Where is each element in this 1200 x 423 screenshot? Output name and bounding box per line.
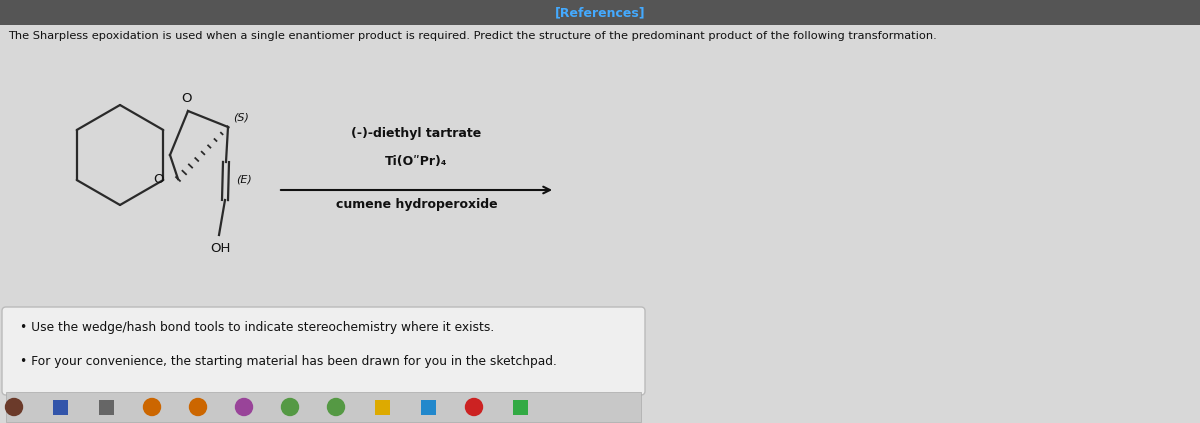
Circle shape [235, 398, 252, 415]
Text: (E): (E) [236, 174, 252, 184]
Text: • For your convenience, the starting material has been drawn for you in the sket: • For your convenience, the starting mat… [20, 355, 557, 368]
Text: [References]: [References] [554, 6, 646, 19]
Text: (S): (S) [233, 112, 248, 122]
Text: The Sharpless epoxidation is used when a single enantiomer product is required. : The Sharpless epoxidation is used when a… [8, 31, 937, 41]
Circle shape [190, 398, 206, 415]
Circle shape [282, 398, 299, 415]
Bar [6, 392, 641, 422]
Bar [420, 399, 436, 415]
Circle shape [466, 398, 482, 415]
Bar [512, 399, 528, 415]
Text: O: O [181, 92, 192, 105]
Text: OH: OH [210, 242, 230, 255]
Circle shape [144, 398, 161, 415]
Bar [53, 399, 67, 415]
Text: cumene hydroperoxide: cumene hydroperoxide [336, 198, 497, 211]
Bar [98, 399, 114, 415]
Text: • Use the wedge/hash bond tools to indicate stereochemistry where it exists.: • Use the wedge/hash bond tools to indic… [20, 321, 494, 334]
Text: O: O [154, 173, 164, 186]
Text: Ti(OʺPr)₄: Ti(OʺPr)₄ [385, 155, 448, 168]
Circle shape [328, 398, 344, 415]
FancyBboxPatch shape [2, 307, 646, 395]
Bar [374, 399, 390, 415]
Bar [0, 0, 1200, 25]
Circle shape [6, 398, 23, 415]
Text: (-)-diethyl tartrate: (-)-diethyl tartrate [352, 127, 481, 140]
